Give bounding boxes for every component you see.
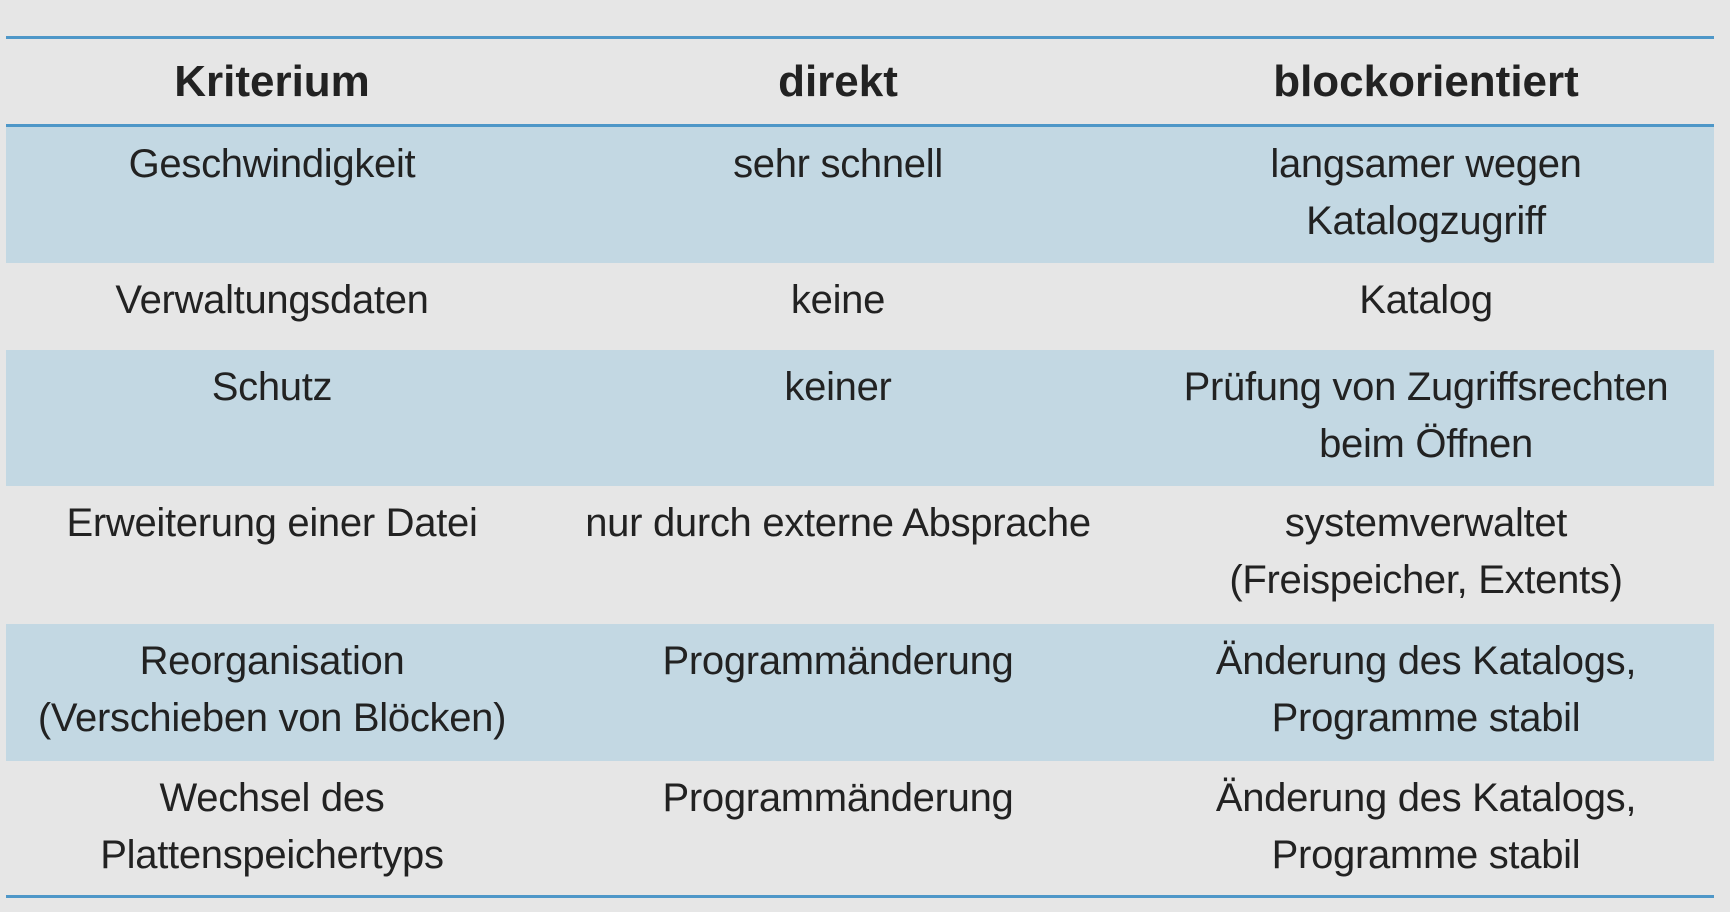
cell-direkt: Programmänderung: [538, 624, 1138, 761]
cell-kriterium: Wechsel des Plattenspeichertyps: [6, 761, 538, 895]
cell-blockorientiert: Prüfung von Zugriffsrechten beim Öffnen: [1138, 350, 1714, 486]
cell-line: Geschwindigkeit: [128, 142, 416, 186]
cell-line: beim Öffnen: [1319, 422, 1533, 466]
cell-line: Prüfung von Zugriffsrechten: [1183, 365, 1669, 409]
cell-line: sehr schnell: [733, 142, 943, 186]
cell-kriterium: Verwaltungsdaten: [6, 263, 538, 350]
table-row: Schutz keiner Prüfung von Zugriffsrechte…: [6, 350, 1714, 486]
cell-direkt: keiner: [538, 350, 1138, 486]
cell-line: keiner: [784, 365, 892, 409]
cell-line: Katalogzugriff: [1306, 199, 1546, 243]
top-rule: [6, 36, 1714, 39]
comparison-table: Kriterium direkt blockorientiert Geschwi…: [6, 36, 1714, 898]
cell-line: Wechsel des: [159, 776, 385, 820]
header-kriterium: Kriterium: [174, 57, 370, 106]
cell-direkt: nur durch externe Absprache: [538, 486, 1138, 624]
cell-line: (Freispeicher, Extents): [1229, 558, 1623, 602]
cell-blockorientiert: systemverwaltet (Freispeicher, Extents): [1138, 486, 1714, 624]
table-row: Geschwindigkeit sehr schnell langsamer w…: [6, 127, 1714, 263]
cell-blockorientiert: Änderung des Katalogs, Programme stabil: [1138, 624, 1714, 761]
cell-line: Erweiterung einer Datei: [66, 501, 478, 545]
table-header-row: Kriterium direkt blockorientiert: [6, 39, 1714, 124]
cell-line: Katalog: [1359, 278, 1493, 322]
cell-line: nur durch externe Absprache: [585, 501, 1091, 545]
table-row: Reorganisation (Verschieben von Blöcken)…: [6, 624, 1714, 761]
cell-line: Änderung des Katalogs,: [1215, 776, 1637, 820]
cell-line: Programmänderung: [662, 639, 1014, 683]
header-rule: [6, 124, 1714, 127]
cell-direkt: keine: [538, 263, 1138, 350]
cell-line: (Verschieben von Blöcken): [37, 696, 507, 740]
cell-direkt: sehr schnell: [538, 127, 1138, 263]
cell-line: Reorganisation: [139, 639, 405, 683]
cell-kriterium: Reorganisation (Verschieben von Blöcken): [6, 624, 538, 761]
cell-line: Schutz: [211, 365, 333, 409]
header-blockorientiert: blockorientiert: [1273, 57, 1579, 106]
cell-line: langsamer wegen: [1270, 142, 1582, 186]
cell-line: systemverwaltet: [1284, 501, 1568, 545]
table-row: Wechsel des Plattenspeichertyps Programm…: [6, 761, 1714, 895]
cell-line: Programme stabil: [1271, 696, 1581, 740]
bottom-rule: [6, 895, 1714, 898]
cell-blockorientiert: Katalog: [1138, 263, 1714, 350]
cell-blockorientiert: langsamer wegen Katalogzugriff: [1138, 127, 1714, 263]
cell-kriterium: Erweiterung einer Datei: [6, 486, 538, 624]
cell-kriterium: Schutz: [6, 350, 538, 486]
table-row: Verwaltungsdaten keine Katalog: [6, 263, 1714, 350]
cell-blockorientiert: Änderung des Katalogs, Programme stabil: [1138, 761, 1714, 895]
cell-line: keine: [790, 278, 886, 322]
table-row: Erweiterung einer Datei nur durch extern…: [6, 486, 1714, 624]
cell-line: Plattenspeichertyps: [100, 833, 444, 877]
header-direkt: direkt: [778, 57, 898, 106]
cell-line: Verwaltungsdaten: [115, 278, 429, 322]
cell-direkt: Programmänderung: [538, 761, 1138, 895]
cell-line: Programmänderung: [662, 776, 1014, 820]
cell-line: Programme stabil: [1271, 833, 1581, 877]
cell-kriterium: Geschwindigkeit: [6, 127, 538, 263]
cell-line: Änderung des Katalogs,: [1215, 639, 1637, 683]
